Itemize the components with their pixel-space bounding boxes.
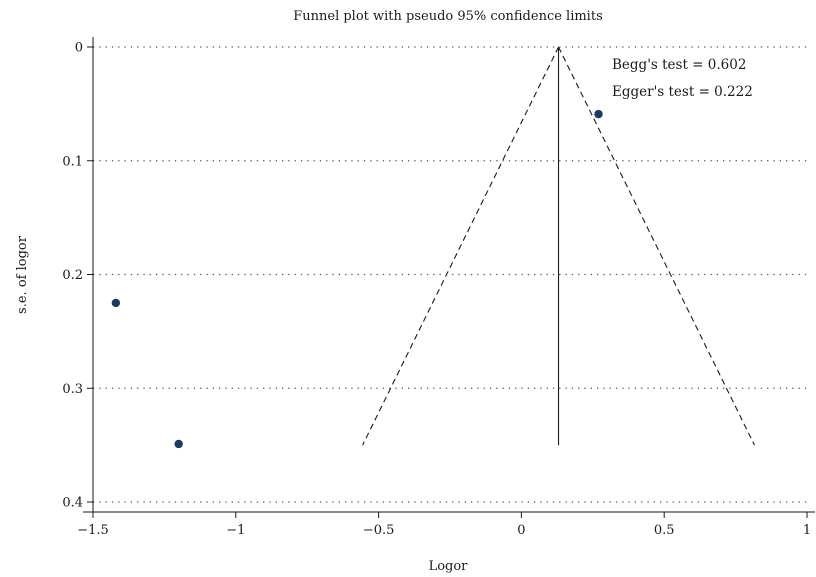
data-point-1 [111, 298, 121, 308]
y-axis-ticks: 0 0.1 0.2 0.3 0.4 [62, 41, 93, 511]
lower-ci-limit-line [362, 46, 560, 446]
x-tick-label-4: 0.5 [654, 523, 675, 538]
funnel-lines [362, 46, 755, 446]
chart-title: Funnel plot with pseudo 95% confidence l… [293, 9, 603, 24]
egger-test-annotation: Egger's test = 0.222 [612, 84, 753, 100]
data-point-2 [174, 439, 183, 449]
y-axis-label: s.e. of logor [15, 235, 30, 314]
begg-test-annotation: Begg's test = 0.602 [612, 57, 746, 73]
upper-ci-limit-line [558, 46, 755, 446]
x-tick-label-0: −1.5 [77, 523, 109, 538]
gridlines [93, 46, 807, 503]
y-tick-label-4: 0.4 [62, 496, 83, 511]
x-tick-label-5: 1 [803, 523, 811, 538]
x-tick-label-1: −1 [226, 523, 245, 538]
x-tick-label-3: 0 [517, 523, 525, 538]
y-tick-label-0: 0 [75, 41, 83, 56]
y-tick-label-2: 0.2 [62, 268, 83, 283]
data-points [111, 109, 603, 449]
x-axis-ticks: −1.5 −1 −0.5 0 0.5 1 [77, 512, 811, 538]
y-tick-label-1: 0.1 [62, 154, 83, 169]
x-axis-label: Logor [429, 559, 469, 574]
x-tick-label-2: −0.5 [363, 523, 395, 538]
data-point-0 [594, 109, 603, 119]
y-tick-label-3: 0.3 [62, 382, 83, 397]
